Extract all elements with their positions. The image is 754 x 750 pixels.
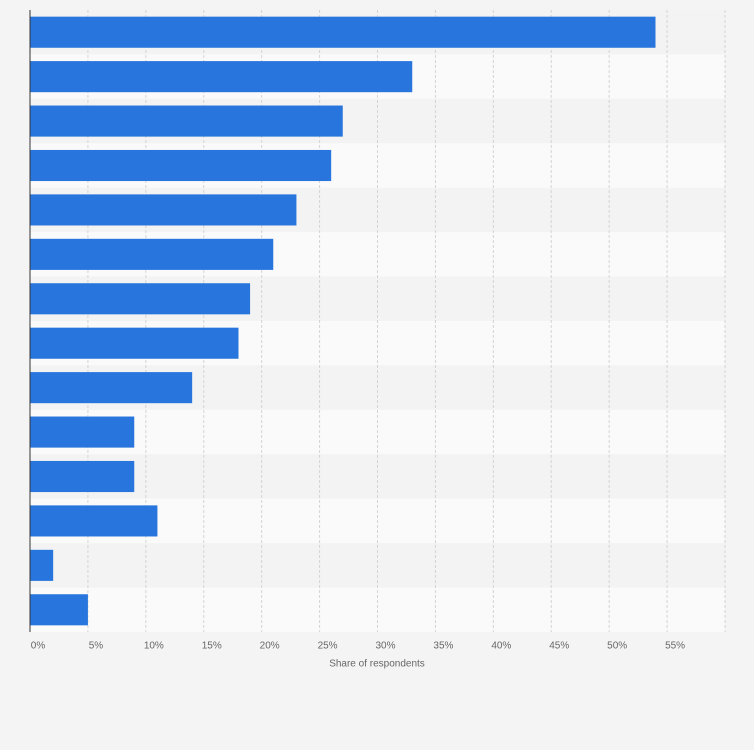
bar <box>30 149 332 182</box>
bar <box>30 505 158 537</box>
x-tick-label: 0% <box>31 641 46 652</box>
x-axis-label: Share of respondents <box>329 659 425 670</box>
x-tick-label: 5% <box>89 641 104 652</box>
bar <box>30 194 297 226</box>
bar <box>30 594 88 626</box>
x-tick-label: 25% <box>318 641 338 652</box>
x-tick-label: 55% <box>665 641 685 652</box>
bar <box>30 238 274 270</box>
bar <box>30 327 239 359</box>
x-tick-label: 30% <box>375 641 395 652</box>
x-tick-label: 20% <box>260 641 280 652</box>
x-tick-label: 40% <box>491 641 511 652</box>
bar <box>30 416 135 448</box>
x-tick-label: 50% <box>607 641 627 652</box>
bar <box>30 549 54 581</box>
bar <box>30 105 343 137</box>
row-band <box>30 587 725 632</box>
bar <box>30 61 413 93</box>
bar <box>30 460 135 493</box>
x-tick-label: 15% <box>202 641 222 652</box>
x-tick-label: 10% <box>144 641 164 652</box>
x-tick-label: 45% <box>549 641 569 652</box>
bar <box>30 372 193 404</box>
bar <box>30 16 656 48</box>
bar <box>30 283 251 315</box>
x-tick-label: 35% <box>433 641 453 652</box>
